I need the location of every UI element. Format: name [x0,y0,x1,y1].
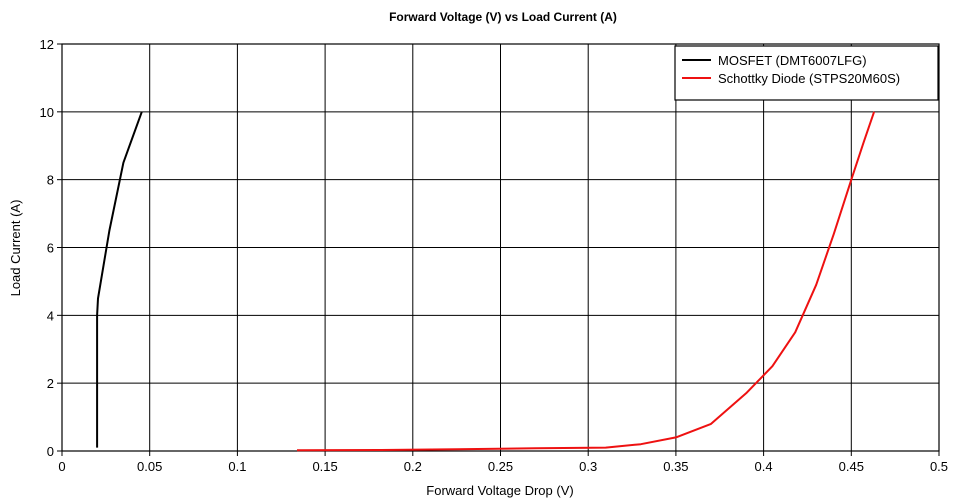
y-axis-ticks: 0 2 4 6 8 10 12 [40,37,62,459]
y-tick-label: 12 [40,37,54,52]
series-line-1 [96,111,143,448]
series-line-2 [296,111,876,452]
x-tick-label: 0.3 [579,459,597,474]
y-tick-label: 10 [40,105,54,120]
x-tick-label: 0.15 [312,459,337,474]
x-tick-label: 0.1 [228,459,246,474]
x-axis-ticks: 0 0.05 0.1 0.15 0.2 0.25 0.3 0.35 0.4 0.45 0.5 [58,451,948,474]
series-lines [96,111,876,452]
y-tick-label: 8 [47,173,54,188]
x-tick-label: 0.25 [488,459,513,474]
grid-lines [62,44,939,451]
x-tick-label: 0.45 [839,459,864,474]
legend-box [674,45,939,101]
y-axis-title: Load Current (A) [8,200,23,297]
legend-label-2: Schottky Diode (STPS20M60S) [718,71,900,86]
legend-label-1: MOSFET (DMT6007LFG) [718,53,867,68]
x-tick-label: 0 [58,459,65,474]
x-tick-label: 0.4 [755,459,773,474]
y-tick-label: 6 [47,241,54,256]
x-tick-label: 0.5 [930,459,948,474]
x-tick-label: 0.2 [404,459,422,474]
chart-title: Forward Voltage (V) vs Load Current (A) [389,10,617,24]
y-tick-label: 0 [47,444,54,459]
y-tick-label: 4 [47,308,54,323]
x-tick-label: 0.05 [137,459,162,474]
x-tick-label: 0.35 [663,459,688,474]
x-axis-title: Forward Voltage Drop (V) [426,483,573,498]
legend: MOSFET (DMT6007LFG) Schottky Diode (STPS2… [674,45,939,101]
y-tick-label: 2 [47,376,54,391]
